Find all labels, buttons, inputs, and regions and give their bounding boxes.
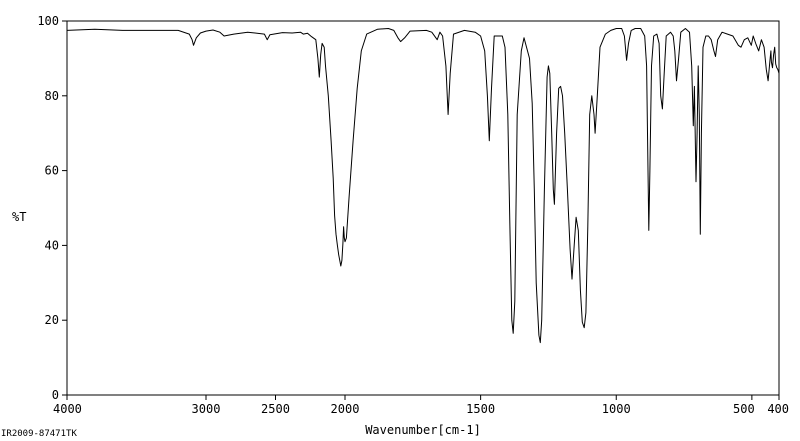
x-axis-label: Wavenumber[cm-1] bbox=[365, 423, 481, 437]
sample-id-label: IR2009-87471TK bbox=[1, 429, 77, 439]
y-tick-label: 100 bbox=[37, 14, 59, 28]
x-tick-label: 400 bbox=[767, 402, 789, 416]
x-tick-label: 4000 bbox=[53, 402, 82, 416]
x-tick-label: 1000 bbox=[602, 402, 631, 416]
y-tick-label: 20 bbox=[45, 313, 59, 327]
y-tick-label: 40 bbox=[45, 238, 59, 252]
y-axis-label: %T bbox=[12, 210, 26, 224]
y-tick-label: 60 bbox=[45, 164, 59, 178]
x-tick-label: 1500 bbox=[466, 402, 495, 416]
x-axis: 4000 3000 2500 2000 1500 1000 500 400 bbox=[53, 395, 789, 416]
y-axis: 0 20 40 60 80 100 bbox=[37, 14, 67, 402]
spectrum-series-line bbox=[66, 28, 780, 344]
x-tick-label: 500 bbox=[733, 402, 755, 416]
plot-frame bbox=[66, 20, 780, 396]
x-tick-label: 2000 bbox=[331, 402, 360, 416]
y-tick-label: 80 bbox=[45, 89, 59, 103]
x-tick-label: 2500 bbox=[261, 402, 290, 416]
y-tick-label: 0 bbox=[52, 388, 59, 402]
x-tick-label: 3000 bbox=[192, 402, 221, 416]
